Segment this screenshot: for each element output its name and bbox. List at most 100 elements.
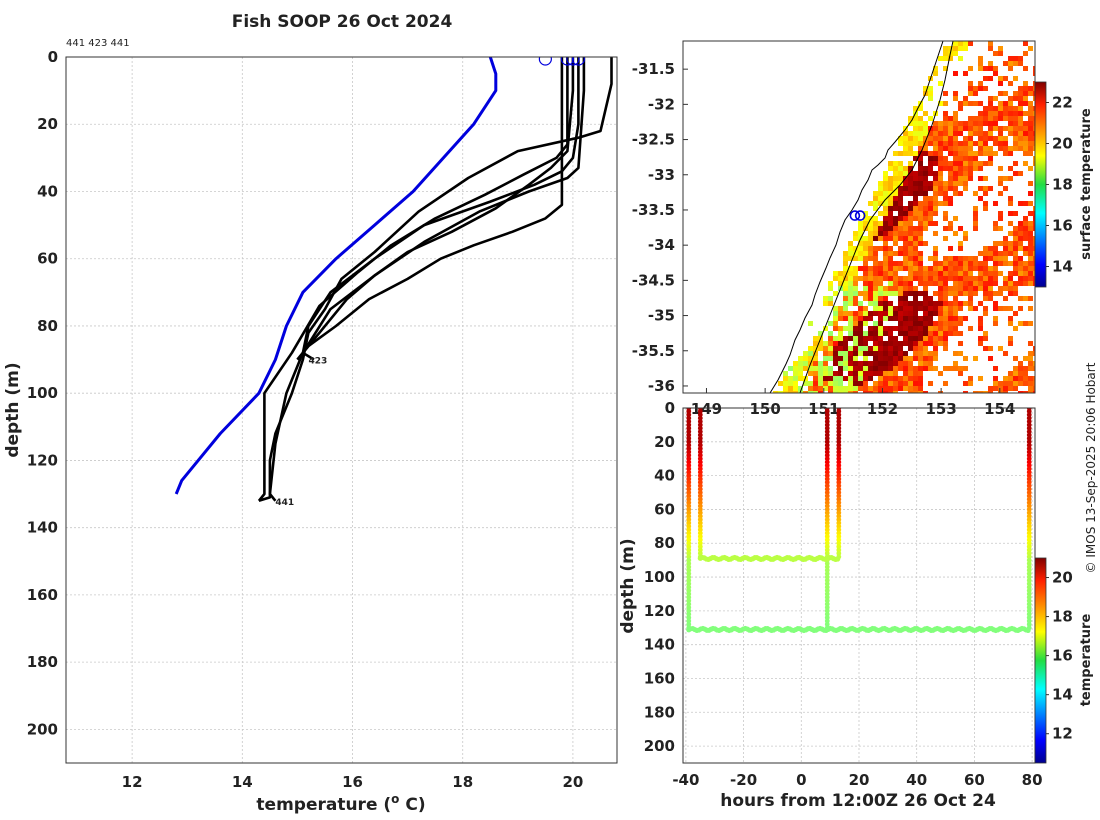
sst-cell <box>1023 371 1028 376</box>
section-point <box>824 500 830 506</box>
sst-cell <box>988 291 993 296</box>
sst-cell <box>968 91 973 96</box>
sst-cell <box>908 171 913 176</box>
sst-cell <box>963 151 968 156</box>
sst-cell <box>968 281 973 286</box>
sst-cell <box>953 191 958 196</box>
sst-cell <box>853 291 858 296</box>
sst-cell <box>993 66 998 71</box>
section-point <box>686 412 692 418</box>
sst-cell <box>848 386 853 391</box>
section-point <box>824 503 830 509</box>
sst-cell <box>818 346 823 351</box>
sst-cell <box>968 126 973 131</box>
section-point <box>1026 520 1032 526</box>
sst-cell <box>948 181 953 186</box>
sst-cell <box>883 271 888 276</box>
section-point <box>1026 547 1032 553</box>
sst-cell <box>863 361 868 366</box>
sst-cell <box>928 336 933 341</box>
sst-cell <box>978 176 983 181</box>
sst-cell <box>953 141 958 146</box>
sst-cell <box>883 381 888 386</box>
sst-cell <box>898 171 903 176</box>
sst-cell <box>838 356 843 361</box>
sst-cell <box>998 76 1003 81</box>
sst-cell <box>893 306 898 311</box>
sst-cell <box>963 156 968 161</box>
section-point <box>697 520 703 526</box>
sst-cell <box>1033 241 1035 246</box>
sst-cell <box>1023 381 1028 386</box>
sst-cell <box>938 176 943 181</box>
sst-cell <box>868 336 873 341</box>
map-lon-label: 151 <box>808 400 839 418</box>
sst-cell <box>923 336 928 341</box>
sst-cell <box>918 206 923 211</box>
sst-cell <box>923 166 928 171</box>
sst-cell <box>938 321 943 326</box>
sst-cell <box>1028 201 1033 206</box>
sst-cell <box>878 246 883 251</box>
section-point <box>824 439 830 445</box>
sst-cell <box>883 236 888 241</box>
sst-cell <box>783 381 788 386</box>
section-grid <box>683 407 1035 763</box>
section-point <box>824 419 830 424</box>
section-point <box>686 605 692 610</box>
sst-cell <box>1028 391 1033 393</box>
sst-cell <box>823 356 828 361</box>
sst-cell <box>903 296 908 301</box>
sst-cell <box>973 141 978 146</box>
sst-cell <box>988 146 993 151</box>
section-point <box>686 523 692 529</box>
section-point <box>697 479 703 485</box>
sst-cell <box>1018 111 1023 116</box>
sst-cell <box>883 261 888 266</box>
sst-cell <box>953 51 958 56</box>
sst-cell <box>1018 126 1023 131</box>
sst-cell <box>948 136 953 141</box>
sst-cell <box>893 261 898 266</box>
sst-cell <box>848 271 853 276</box>
sst-cell <box>928 281 933 286</box>
sst-cell <box>973 226 978 231</box>
section-point <box>836 439 842 445</box>
profile-xlabel: temperature (o C) <box>256 792 425 815</box>
sst-cell <box>853 371 858 376</box>
sst-cell <box>863 241 868 246</box>
sst-cell <box>923 201 928 206</box>
sst-cell <box>1013 251 1018 256</box>
sst-cell <box>963 96 968 101</box>
sst-cell <box>858 371 863 376</box>
section-point <box>697 483 703 489</box>
sst-cell <box>908 201 913 206</box>
sst-cell <box>888 221 893 226</box>
sst-cell <box>978 266 983 271</box>
sst-cell <box>918 386 923 391</box>
section-point <box>824 425 830 431</box>
section-point <box>836 419 842 424</box>
sst-cell <box>993 226 998 231</box>
sst-cell <box>953 326 958 331</box>
sst-cell <box>913 296 918 301</box>
sst-cell <box>1028 126 1033 131</box>
sst-cell <box>938 171 943 176</box>
temperature-colorbar-label: temperature <box>1079 614 1094 707</box>
sst-cell <box>818 371 823 376</box>
sst-cell <box>898 301 903 306</box>
sst-cell <box>838 331 843 336</box>
sst-cell <box>1028 386 1033 391</box>
sst-cell <box>913 256 918 261</box>
sst-cell <box>873 391 878 393</box>
sst-cell <box>943 266 948 271</box>
sst-cell <box>833 316 838 321</box>
sst-cell <box>863 286 868 291</box>
sst-cell <box>903 261 908 266</box>
sst-cell <box>903 286 908 291</box>
profile-end-label: 423 <box>308 357 327 367</box>
sst-cell <box>873 346 878 351</box>
sst-cell <box>968 136 973 141</box>
section-point <box>686 527 692 533</box>
sst-cell <box>1008 231 1013 236</box>
